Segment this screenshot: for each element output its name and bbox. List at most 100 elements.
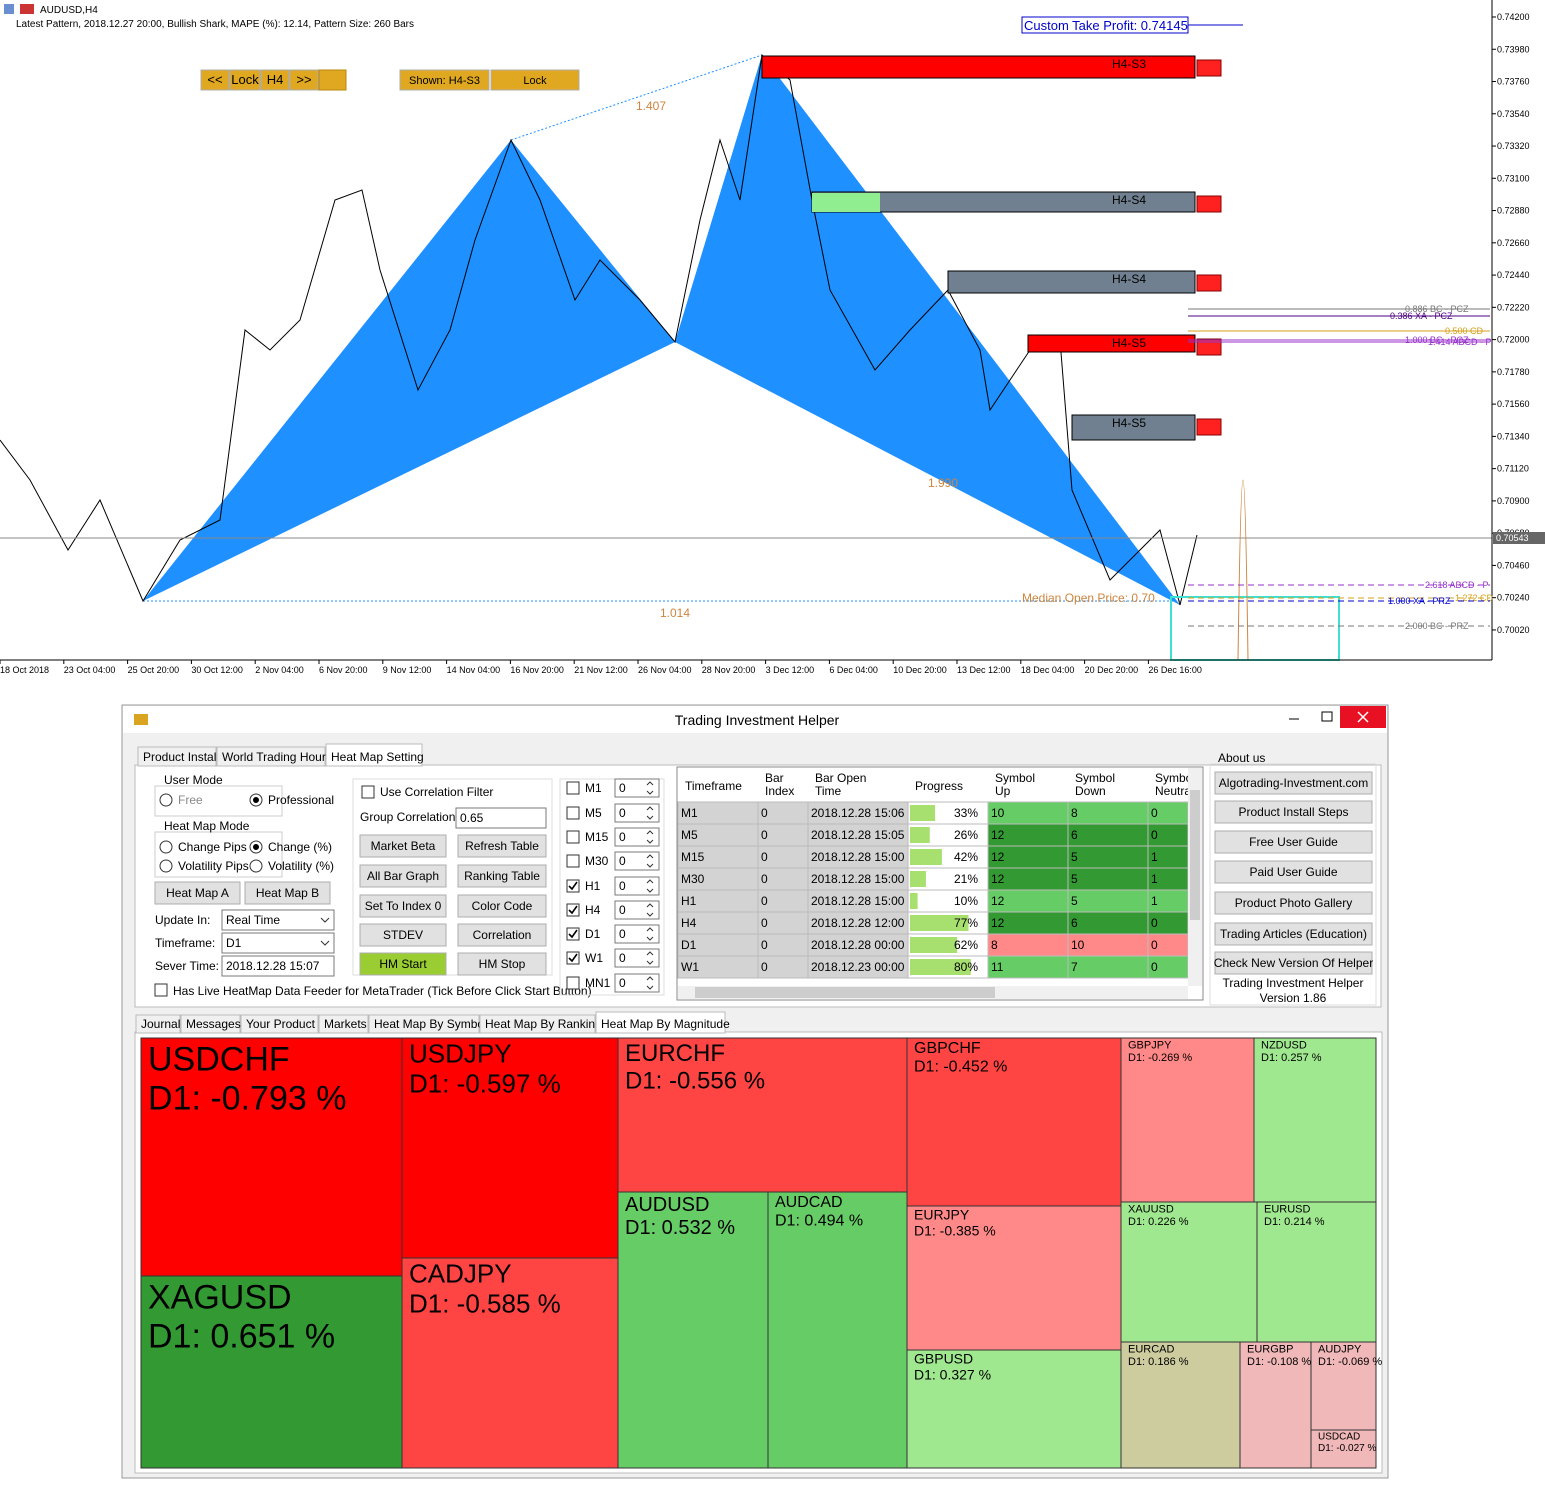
tab[interactable] [595, 1011, 726, 1034]
heat-cell[interactable] [1256, 1201, 1377, 1343]
spin-value: 0 [619, 976, 626, 990]
heat-cell[interactable] [401, 1037, 619, 1259]
heat-cell[interactable] [1239, 1341, 1312, 1469]
zone [947, 270, 1196, 294]
checkbox[interactable] [566, 879, 580, 893]
button-label: Correlation [473, 928, 532, 942]
button[interactable] [200, 69, 230, 91]
cell-symbol: EURCHF [625, 1040, 725, 1067]
y-tick-label: 0.70900 [1497, 496, 1530, 506]
field[interactable] [221, 932, 335, 954]
price-line [0, 54, 1198, 606]
zone-label: H4-S4 [1112, 272, 1146, 286]
tab[interactable] [240, 1014, 319, 1034]
column-header: Timeframe [685, 779, 742, 793]
checkbox[interactable] [566, 781, 580, 795]
button-label: Refresh Table [465, 839, 539, 853]
heat-cell[interactable] [767, 1191, 908, 1469]
button[interactable] [457, 864, 547, 888]
heat-cell[interactable] [1120, 1037, 1255, 1203]
cell-text: 12 [991, 916, 1005, 930]
scroll-thumb[interactable] [1190, 790, 1200, 920]
button[interactable] [359, 952, 447, 976]
button[interactable] [359, 864, 447, 888]
scroll-thumb[interactable] [695, 987, 995, 998]
tab[interactable] [325, 743, 423, 767]
field[interactable] [221, 909, 335, 931]
group-box [559, 778, 665, 996]
button[interactable] [359, 894, 447, 918]
button[interactable] [289, 69, 319, 91]
checkbox[interactable] [566, 976, 580, 990]
heat-cell[interactable] [617, 1191, 769, 1469]
heat-cell[interactable] [1120, 1201, 1258, 1343]
spin-value: 0 [619, 903, 626, 917]
heat-cell[interactable] [906, 1205, 1122, 1351]
column-header: Symbol [1075, 771, 1115, 785]
zone-icon[interactable] [1196, 274, 1222, 292]
button[interactable] [1214, 830, 1373, 854]
button[interactable] [229, 69, 261, 91]
tab-label: Your Product [246, 1017, 316, 1031]
button[interactable] [1214, 860, 1373, 884]
button[interactable] [244, 881, 331, 905]
maximize[interactable] [1321, 711, 1333, 722]
tab[interactable] [137, 746, 217, 767]
field[interactable] [221, 955, 335, 977]
button[interactable] [1214, 891, 1373, 915]
button-label: Lock [231, 72, 259, 87]
button[interactable] [1214, 922, 1373, 946]
button[interactable] [399, 69, 490, 91]
heat-cell[interactable] [1253, 1037, 1377, 1203]
button[interactable] [457, 834, 547, 858]
zone-icon[interactable] [1196, 59, 1222, 77]
button[interactable] [154, 881, 241, 905]
level-label: 2.618 ABCD - P [1425, 580, 1489, 590]
checkbox[interactable] [566, 854, 580, 868]
button[interactable] [359, 923, 447, 947]
checkbox[interactable] [154, 983, 168, 997]
radio[interactable] [159, 840, 173, 854]
heat-cell[interactable] [1120, 1341, 1241, 1469]
checkbox[interactable] [566, 903, 580, 917]
radio[interactable] [159, 793, 173, 807]
heat-cell[interactable] [1310, 1429, 1377, 1469]
button[interactable] [490, 69, 580, 91]
heat-cell[interactable] [140, 1037, 403, 1277]
heat-cell[interactable] [906, 1349, 1122, 1469]
radio[interactable] [249, 859, 263, 873]
button[interactable] [1214, 771, 1373, 795]
progress-label: 33% [954, 806, 978, 820]
field[interactable] [455, 807, 547, 829]
tab[interactable] [180, 1014, 241, 1034]
heat-cell[interactable] [140, 1275, 403, 1469]
tab[interactable] [216, 746, 326, 767]
button[interactable] [457, 894, 547, 918]
heat-cell[interactable] [1310, 1341, 1377, 1431]
heat-cell[interactable] [906, 1037, 1122, 1207]
cell-text: 0 [1151, 960, 1158, 974]
button[interactable] [1214, 800, 1373, 824]
pattern-right [675, 55, 1180, 605]
heat-cell[interactable] [401, 1257, 619, 1469]
zone-icon[interactable] [1196, 195, 1222, 213]
zone-icon[interactable] [1196, 338, 1222, 356]
tab[interactable] [318, 1014, 369, 1034]
checkbox[interactable] [566, 830, 580, 844]
button[interactable] [457, 923, 547, 947]
tab[interactable] [368, 1014, 480, 1034]
button[interactable] [1214, 951, 1373, 975]
checkbox[interactable] [566, 951, 580, 965]
checkbox[interactable] [566, 806, 580, 820]
checkbox[interactable] [566, 927, 580, 941]
tab[interactable] [479, 1014, 596, 1034]
checkbox[interactable] [361, 785, 375, 799]
settings-button[interactable] [318, 69, 347, 91]
button[interactable] [457, 952, 547, 976]
radio[interactable] [159, 859, 173, 873]
button[interactable] [260, 69, 290, 91]
tab[interactable] [135, 1014, 181, 1034]
button[interactable] [359, 834, 447, 858]
zone-icon[interactable] [1196, 418, 1222, 436]
button-label: Color Code [472, 899, 533, 913]
